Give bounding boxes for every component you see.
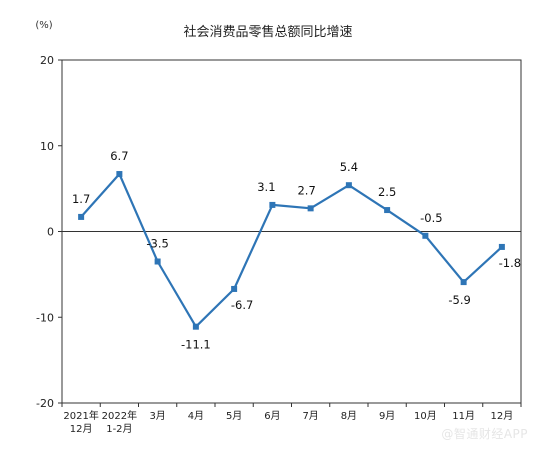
data-point — [422, 232, 429, 239]
data-label: 2.7 — [297, 183, 315, 197]
x-tick-label: 5月 — [226, 410, 242, 422]
data-label: 5.4 — [340, 160, 358, 174]
chart-title: 社会消费品零售总额同比增速 — [183, 24, 352, 40]
data-label: 6.7 — [110, 149, 128, 163]
x-tick-label: 12月 — [491, 410, 514, 422]
x-tick-label: 10月 — [414, 410, 437, 422]
data-label: -6.7 — [231, 298, 253, 312]
x-tick-label: 11月 — [452, 410, 475, 422]
x-tick-label: 8月 — [341, 410, 357, 422]
data-point — [269, 201, 276, 208]
y-tick-label: -10 — [36, 311, 54, 324]
data-point — [307, 205, 314, 212]
data-label: 3.1 — [257, 180, 275, 194]
series-line — [80, 172, 503, 328]
x-tick-label: 2021年 12月 — [63, 409, 98, 435]
data-point — [384, 207, 391, 214]
data-label: -3.5 — [146, 237, 168, 251]
data-point — [116, 171, 123, 178]
data-markers — [78, 171, 505, 330]
data-label: 2.5 — [378, 185, 396, 199]
data-label: -1.8 — [499, 256, 521, 270]
data-label: -11.1 — [181, 338, 211, 352]
y-tick-label: 0 — [47, 226, 54, 239]
y-tick-label: -20 — [36, 397, 54, 410]
x-tick-label: 2022年 1-2月 — [102, 409, 137, 435]
x-tick-label: 4月 — [188, 410, 204, 422]
x-tick-label: 3月 — [149, 410, 165, 422]
x-tick-label: 6月 — [264, 410, 280, 422]
data-labels: 1.7 6.7 -3.5 -11.1 -6.7 3.1 2.7 5.4 2.5 -0.5 -5.9 -… — [72, 149, 521, 352]
y-tick-label: 20 — [40, 54, 54, 67]
watermark: @智通财经APP — [441, 427, 528, 441]
data-point — [460, 279, 467, 286]
data-label: 1.7 — [72, 192, 90, 206]
data-point — [231, 285, 238, 292]
data-point — [154, 258, 161, 265]
data-point — [498, 243, 505, 250]
data-point — [78, 213, 85, 220]
x-tick-label: 7月 — [302, 410, 318, 422]
unit-label: (%) — [35, 20, 52, 31]
y-axis: 20 10 0 -10 -20 — [36, 54, 62, 410]
data-point — [192, 323, 199, 330]
y-tick-label: 10 — [40, 140, 54, 153]
x-tick-label: 9月 — [379, 410, 395, 422]
data-label: -5.9 — [448, 293, 470, 307]
data-label: -0.5 — [420, 211, 442, 225]
data-point — [345, 182, 352, 189]
